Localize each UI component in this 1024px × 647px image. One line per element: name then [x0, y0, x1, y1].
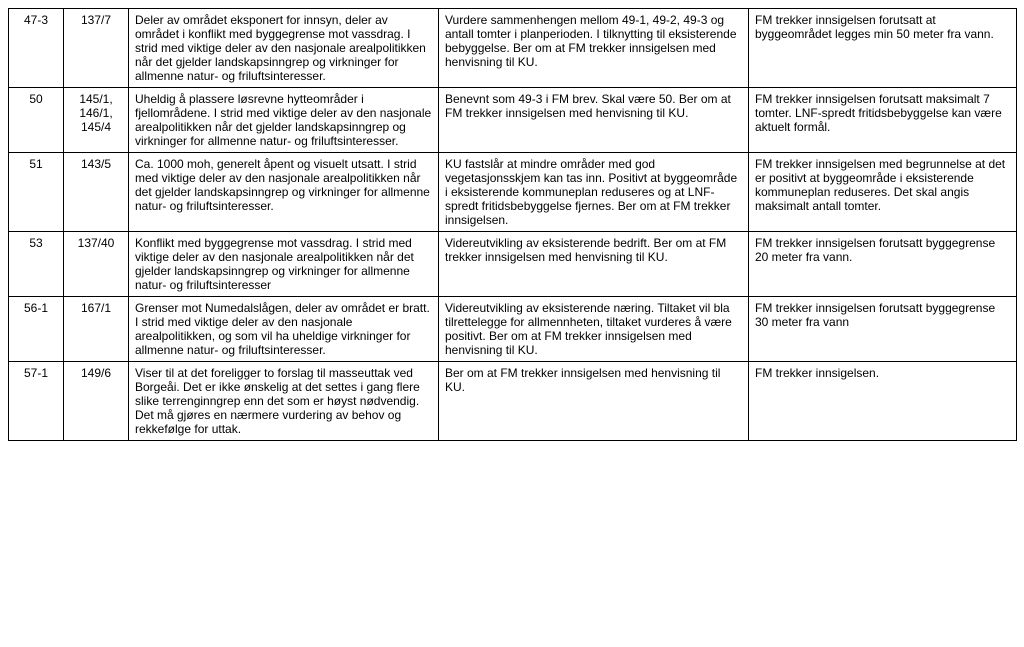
table-row: 53 137/40 Konflikt med byggegrense mot v…: [9, 232, 1017, 297]
cell-decision: FM trekker innsigelsen forutsatt byggegr…: [749, 232, 1017, 297]
cell-desc: Deler av området eksponert for innsyn, d…: [129, 9, 439, 88]
cell-parcel: 137/40: [64, 232, 129, 297]
cell-response: Videreutvikling av eksisterende næring. …: [439, 297, 749, 362]
cell-decision: FM trekker innsigelsen forutsatt at bygg…: [749, 9, 1017, 88]
table-body: 47-3 137/7 Deler av området eksponert fo…: [9, 9, 1017, 441]
cell-desc: Uheldig å plassere løsrevne hytteområder…: [129, 88, 439, 153]
cell-response: Ber om at FM trekker innsigelsen med hen…: [439, 362, 749, 441]
cell-parcel: 149/6: [64, 362, 129, 441]
table-row: 57-1 149/6 Viser til at det foreligger t…: [9, 362, 1017, 441]
cell-decision: FM trekker innsigelsen.: [749, 362, 1017, 441]
cell-id: 50: [9, 88, 64, 153]
cell-desc: Konflikt med byggegrense mot vassdrag. I…: [129, 232, 439, 297]
cell-desc: Ca. 1000 moh, generelt åpent og visuelt …: [129, 153, 439, 232]
cell-desc: Viser til at det foreligger to forslag t…: [129, 362, 439, 441]
cell-response: Videreutvikling av eksisterende bedrift.…: [439, 232, 749, 297]
cell-response: KU fastslår at mindre områder med god ve…: [439, 153, 749, 232]
table-row: 50 145/1, 146/1, 145/4 Uheldig å plasser…: [9, 88, 1017, 153]
cell-response: Vurdere sammenhengen mellom 49-1, 49-2, …: [439, 9, 749, 88]
table-row: 56-1 167/1 Grenser mot Numedalslågen, de…: [9, 297, 1017, 362]
cell-id: 57-1: [9, 362, 64, 441]
cell-decision: FM trekker innsigelsen forutsatt byggegr…: [749, 297, 1017, 362]
table-row: 47-3 137/7 Deler av området eksponert fo…: [9, 9, 1017, 88]
cell-parcel: 143/5: [64, 153, 129, 232]
cell-id: 56-1: [9, 297, 64, 362]
cell-id: 47-3: [9, 9, 64, 88]
cell-parcel: 145/1, 146/1, 145/4: [64, 88, 129, 153]
cell-desc: Grenser mot Numedalslågen, deler av områ…: [129, 297, 439, 362]
cell-parcel: 167/1: [64, 297, 129, 362]
table-row: 51 143/5 Ca. 1000 moh, generelt åpent og…: [9, 153, 1017, 232]
cell-response: Benevnt som 49-3 i FM brev. Skal være 50…: [439, 88, 749, 153]
cell-decision: FM trekker innsigelsen forutsatt maksima…: [749, 88, 1017, 153]
cell-id: 51: [9, 153, 64, 232]
objections-table: 47-3 137/7 Deler av området eksponert fo…: [8, 8, 1017, 441]
cell-decision: FM trekker innsigelsen med begrunnelse a…: [749, 153, 1017, 232]
cell-id: 53: [9, 232, 64, 297]
cell-parcel: 137/7: [64, 9, 129, 88]
